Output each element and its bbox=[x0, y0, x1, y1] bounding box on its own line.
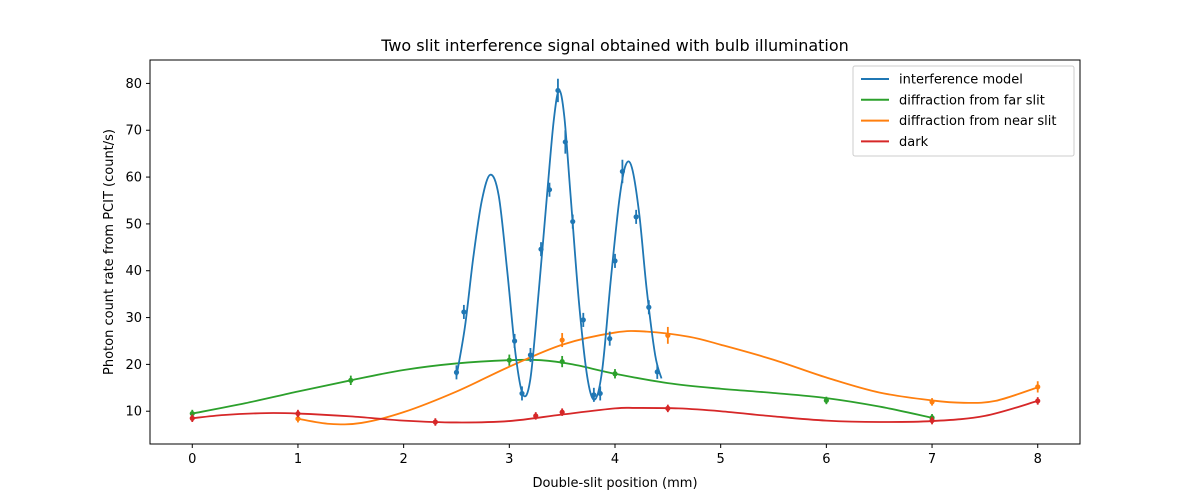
data-point bbox=[570, 218, 576, 225]
data-point bbox=[461, 309, 467, 315]
data-point bbox=[348, 377, 354, 383]
data-point bbox=[512, 338, 518, 344]
data-point bbox=[546, 187, 553, 193]
legend: interference model diffraction from far s… bbox=[852, 65, 1075, 157]
x-tick-label: 2 bbox=[399, 452, 407, 467]
data-point bbox=[432, 419, 438, 425]
x-tick-label: 7 bbox=[928, 452, 936, 467]
data-point bbox=[665, 405, 671, 412]
data-point bbox=[619, 168, 625, 175]
data-point bbox=[453, 369, 460, 375]
data-point bbox=[1035, 398, 1041, 404]
data-point bbox=[519, 390, 525, 397]
data-point bbox=[1035, 384, 1041, 390]
series-group bbox=[453, 78, 663, 402]
series-group bbox=[189, 397, 1041, 426]
series-group bbox=[295, 326, 1041, 426]
x-tick-label: 5 bbox=[717, 452, 725, 467]
y-tick-label: 70 bbox=[125, 124, 142, 139]
legend-entry: diffraction from near slit bbox=[899, 114, 1056, 129]
x-tick-label: 4 bbox=[611, 452, 619, 467]
legend-entry: dark bbox=[899, 135, 929, 150]
series-line bbox=[192, 400, 1038, 424]
data-point bbox=[929, 417, 935, 424]
data-point bbox=[612, 258, 618, 264]
x-tick-label: 8 bbox=[1034, 452, 1042, 467]
data-point bbox=[929, 399, 935, 405]
y-tick-label: 40 bbox=[125, 264, 142, 279]
data-point bbox=[538, 246, 544, 252]
data-point bbox=[633, 214, 639, 220]
x-axis: 0 1 2 3 4 5 6 7 8 bbox=[188, 444, 1042, 467]
y-tick-label: 30 bbox=[125, 311, 142, 326]
series-line bbox=[455, 89, 663, 401]
x-tick-label: 3 bbox=[505, 452, 513, 467]
data-point bbox=[559, 409, 565, 415]
data-point bbox=[654, 369, 660, 375]
legend-entry: diffraction from far slit bbox=[899, 93, 1045, 108]
data-point bbox=[295, 410, 301, 417]
x-tick-label: 1 bbox=[294, 452, 302, 467]
data-point bbox=[823, 397, 829, 404]
x-tick-label: 0 bbox=[188, 452, 196, 467]
data-point bbox=[189, 415, 195, 421]
y-axis-title: Photon count rate from PCIT (count/s) bbox=[102, 129, 117, 375]
data-point bbox=[591, 392, 597, 398]
series-line bbox=[192, 358, 933, 419]
y-tick-label: 80 bbox=[125, 77, 142, 92]
legend-frame bbox=[852, 65, 1075, 157]
data-point bbox=[533, 413, 539, 419]
data-point bbox=[555, 87, 561, 94]
data-point bbox=[527, 352, 534, 358]
data-point bbox=[646, 304, 652, 310]
y-tick-label: 50 bbox=[125, 217, 142, 232]
y-tick-label: 60 bbox=[125, 171, 142, 186]
chart-title: Two slit interference signal obtained wi… bbox=[380, 36, 849, 55]
x-axis-title: Double-slit position (mm) bbox=[532, 476, 697, 491]
data-point bbox=[665, 332, 671, 338]
plot-area bbox=[189, 78, 1041, 426]
data-point bbox=[506, 357, 512, 363]
data-point bbox=[597, 390, 603, 397]
data-point bbox=[559, 337, 565, 343]
data-point bbox=[607, 336, 613, 342]
data-point bbox=[189, 410, 195, 417]
data-point bbox=[580, 317, 586, 323]
legend-entry: interference model bbox=[899, 73, 1023, 88]
data-point bbox=[612, 371, 618, 377]
y-tick-label: 20 bbox=[125, 358, 142, 373]
y-tick-label: 10 bbox=[125, 405, 142, 420]
x-tick-label: 6 bbox=[822, 452, 830, 467]
y-axis: 10 20 30 40 50 60 70 80 bbox=[125, 77, 150, 420]
data-point bbox=[295, 416, 301, 422]
data-point bbox=[559, 358, 565, 365]
data-point bbox=[562, 139, 568, 145]
